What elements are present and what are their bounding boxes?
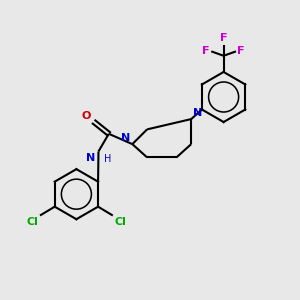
Text: O: O (81, 111, 91, 121)
Text: F: F (220, 33, 227, 43)
Text: N: N (121, 133, 130, 143)
Text: H: H (104, 154, 111, 164)
Text: Cl: Cl (114, 217, 126, 227)
Text: F: F (202, 46, 210, 56)
Text: N: N (86, 153, 95, 163)
Text: Cl: Cl (27, 217, 38, 227)
Text: N: N (193, 108, 203, 118)
Text: F: F (238, 46, 245, 56)
